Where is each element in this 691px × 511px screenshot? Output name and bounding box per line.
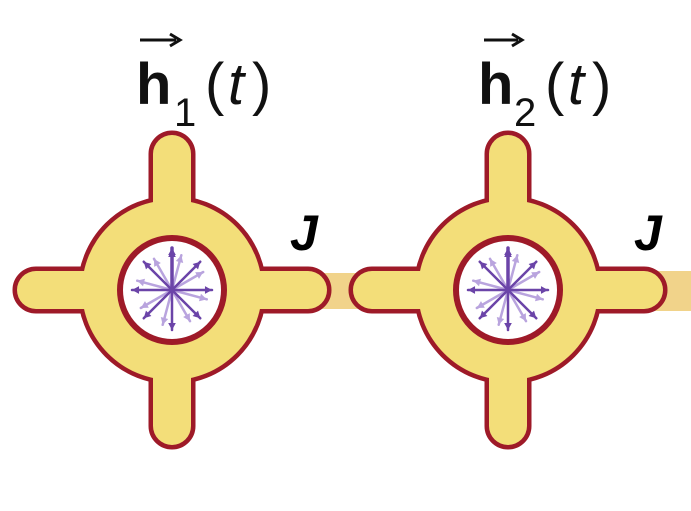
field-2-arg: t	[568, 52, 587, 117]
vector-arrowhead-1-icon	[169, 32, 183, 48]
field-2-index: 2	[514, 91, 536, 135]
site-2	[348, 130, 668, 450]
field-1-symbol: h	[136, 52, 171, 117]
field-1-arg: t	[228, 52, 247, 117]
field-label-1: h 1 ( t )	[136, 32, 271, 135]
site-1-spin-arrows-icon	[130, 246, 214, 332]
field-1-index: 1	[174, 91, 196, 135]
coupling-label-2: J	[634, 205, 663, 261]
field-2-symbol: h	[478, 52, 513, 117]
field-1-open-paren: (	[205, 52, 224, 117]
site-2-spin-arrows-icon	[466, 246, 550, 332]
field-2-open-paren: (	[545, 52, 564, 117]
field-2-close-paren: )	[592, 52, 611, 117]
site-1	[12, 130, 332, 450]
field-1-close-paren: )	[252, 52, 271, 117]
vector-arrowhead-2-icon	[511, 32, 525, 48]
field-label-2: h 2 ( t )	[478, 32, 611, 135]
coupling-label-1: J	[290, 205, 319, 261]
